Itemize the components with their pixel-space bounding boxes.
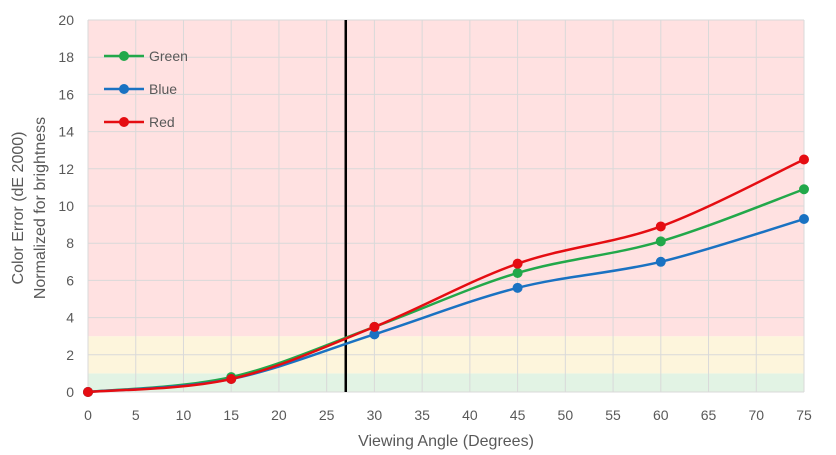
y-tick-label: 0 — [66, 384, 74, 400]
x-tick-label: 15 — [223, 407, 239, 423]
legend-label-red: Red — [149, 114, 175, 130]
data-point-blue — [799, 214, 809, 225]
x-tick-label: 20 — [271, 407, 287, 423]
grid-lines — [87, 19, 805, 393]
data-point-red — [512, 258, 523, 269]
y-tick-label: 18 — [58, 49, 74, 65]
y-tick-label: 20 — [58, 12, 74, 28]
y-axis-ticks: 0 2 4 6 8 10 12 14 16 18 20 — [58, 12, 74, 400]
x-tick-label: 45 — [510, 407, 526, 423]
legend-label-blue: Blue — [149, 81, 177, 97]
data-point-red — [83, 387, 93, 397]
series-lines — [83, 154, 809, 397]
x-tick-label: 65 — [701, 407, 717, 423]
y-axis-label-line1: Color Error (dE 2000) — [10, 132, 27, 285]
series-line-red — [87, 158, 805, 394]
data-point-red — [799, 154, 809, 165]
y-tick-label: 14 — [58, 124, 74, 140]
data-point-red — [226, 373, 237, 384]
y-tick-label: 10 — [58, 198, 74, 214]
x-tick-label: 0 — [84, 407, 92, 423]
y-axis-label-line2: Normalized for brightness — [32, 117, 49, 299]
data-point-green — [655, 236, 666, 247]
x-tick-label: 40 — [462, 407, 478, 423]
y-tick-label: 6 — [66, 272, 74, 288]
band-0 — [88, 373, 804, 392]
x-tick-label: 30 — [367, 407, 383, 423]
x-tick-label: 70 — [748, 407, 764, 423]
x-tick-label: 55 — [605, 407, 621, 423]
data-point-red — [369, 321, 380, 332]
x-tick-label: 25 — [319, 407, 335, 423]
y-tick-label: 16 — [58, 86, 74, 102]
y-tick-label: 4 — [66, 310, 74, 326]
legend-label-green: Green — [149, 48, 188, 64]
x-axis-label: Viewing Angle (Degrees) — [358, 433, 534, 450]
y-tick-label: 8 — [66, 235, 74, 251]
x-tick-label: 75 — [796, 407, 812, 423]
x-tick-label: 35 — [414, 407, 430, 423]
data-point-red — [655, 221, 666, 232]
data-point-green — [799, 184, 809, 195]
data-point-blue — [655, 256, 666, 267]
y-tick-label: 2 — [66, 347, 74, 363]
data-point-blue — [369, 329, 380, 340]
x-tick-label: 50 — [558, 407, 574, 423]
y-tick-label: 12 — [58, 161, 74, 177]
legend-marker-blue — [119, 84, 129, 94]
x-tick-label: 10 — [176, 407, 192, 423]
data-point-green — [512, 267, 523, 278]
legend-marker-red — [119, 117, 129, 127]
x-tick-label: 60 — [653, 407, 669, 423]
legend-marker-green — [119, 51, 129, 61]
band-2 — [88, 20, 804, 337]
legend: Green Blue Red — [104, 48, 188, 130]
data-point-blue — [512, 282, 523, 293]
series-line-green — [87, 188, 805, 394]
x-axis-ticks: 0 5 10 15 20 25 30 35 40 45 50 55 60 65 70 75 — [84, 407, 812, 423]
x-tick-label: 5 — [132, 407, 140, 423]
